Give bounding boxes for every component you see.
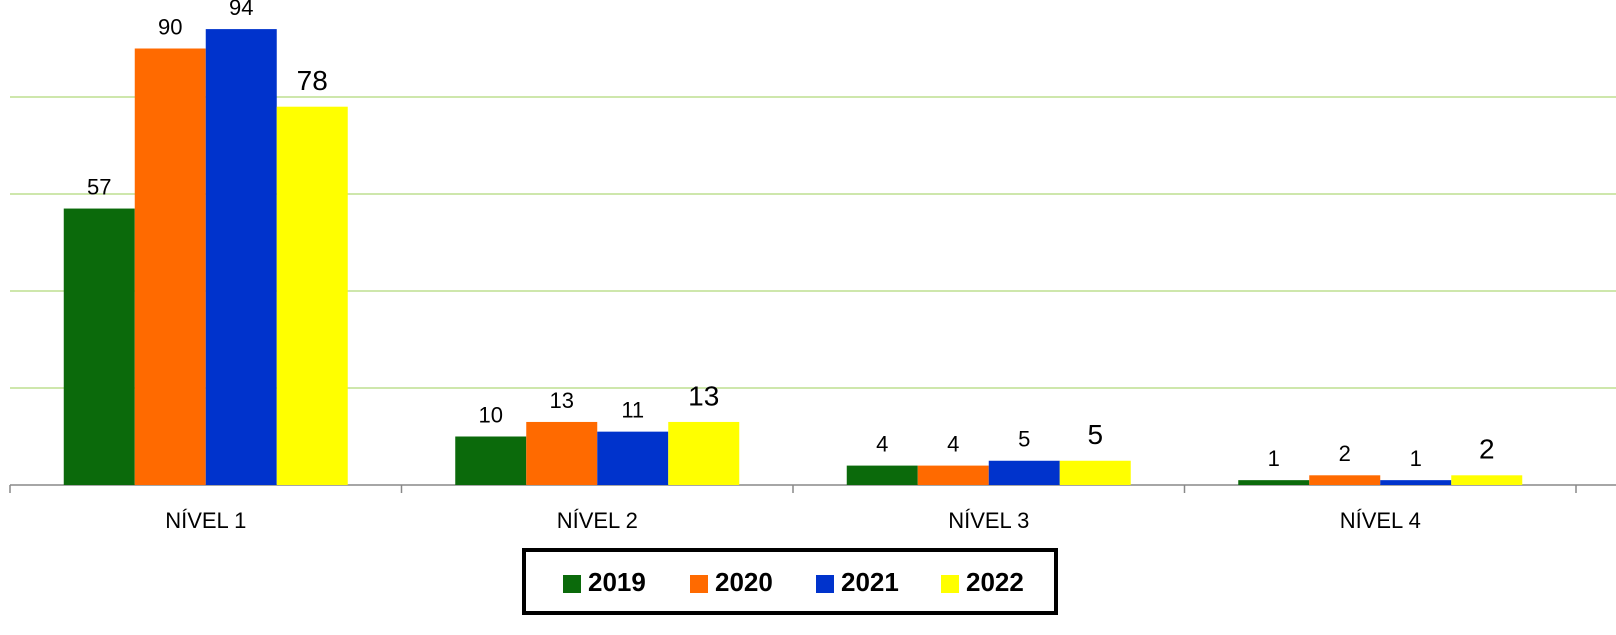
bar — [917, 465, 989, 485]
legend-swatch — [690, 575, 708, 593]
data-label: 4 — [876, 431, 888, 456]
bar — [134, 48, 206, 485]
data-label: 90 — [158, 14, 182, 39]
bar — [988, 460, 1060, 485]
data-label: 94 — [229, 0, 253, 20]
data-label: 1 — [1410, 446, 1422, 471]
data-label: 1 — [1268, 446, 1280, 471]
bar — [597, 431, 669, 485]
x-tick-label: NÍVEL 4 — [1340, 508, 1421, 533]
legend-label: 2019 — [588, 567, 646, 597]
data-label: 5 — [1087, 419, 1103, 450]
legend-label: 2022 — [966, 567, 1024, 597]
data-label: 4 — [947, 431, 959, 456]
data-label: 13 — [688, 380, 719, 411]
bar — [1309, 475, 1381, 485]
x-tick-label: NÍVEL 3 — [948, 508, 1029, 533]
data-label: 57 — [87, 174, 111, 199]
bar — [668, 421, 740, 485]
bar — [526, 421, 598, 485]
x-tick-label: NÍVEL 1 — [165, 508, 246, 533]
legend-swatch — [941, 575, 959, 593]
x-tick-label: NÍVEL 2 — [557, 508, 638, 533]
bar — [1059, 460, 1131, 485]
data-label: 2 — [1479, 434, 1495, 465]
legend-label: 2020 — [715, 567, 773, 597]
bar — [846, 465, 918, 485]
data-label: 10 — [479, 402, 503, 427]
bar — [1380, 480, 1452, 485]
data-label: 78 — [297, 65, 328, 96]
bar — [63, 208, 135, 486]
data-label: 13 — [550, 388, 574, 413]
data-label: 11 — [621, 397, 644, 422]
legend-swatch — [816, 575, 834, 593]
data-label: 2 — [1339, 441, 1351, 466]
bar — [455, 436, 527, 485]
legend-box — [522, 548, 1058, 615]
bar — [1238, 480, 1310, 485]
bar — [1451, 475, 1523, 485]
bar — [205, 29, 277, 485]
data-label: 5 — [1018, 427, 1030, 452]
legend-label: 2021 — [841, 567, 899, 597]
legend-swatch — [563, 575, 581, 593]
bar — [276, 106, 348, 485]
